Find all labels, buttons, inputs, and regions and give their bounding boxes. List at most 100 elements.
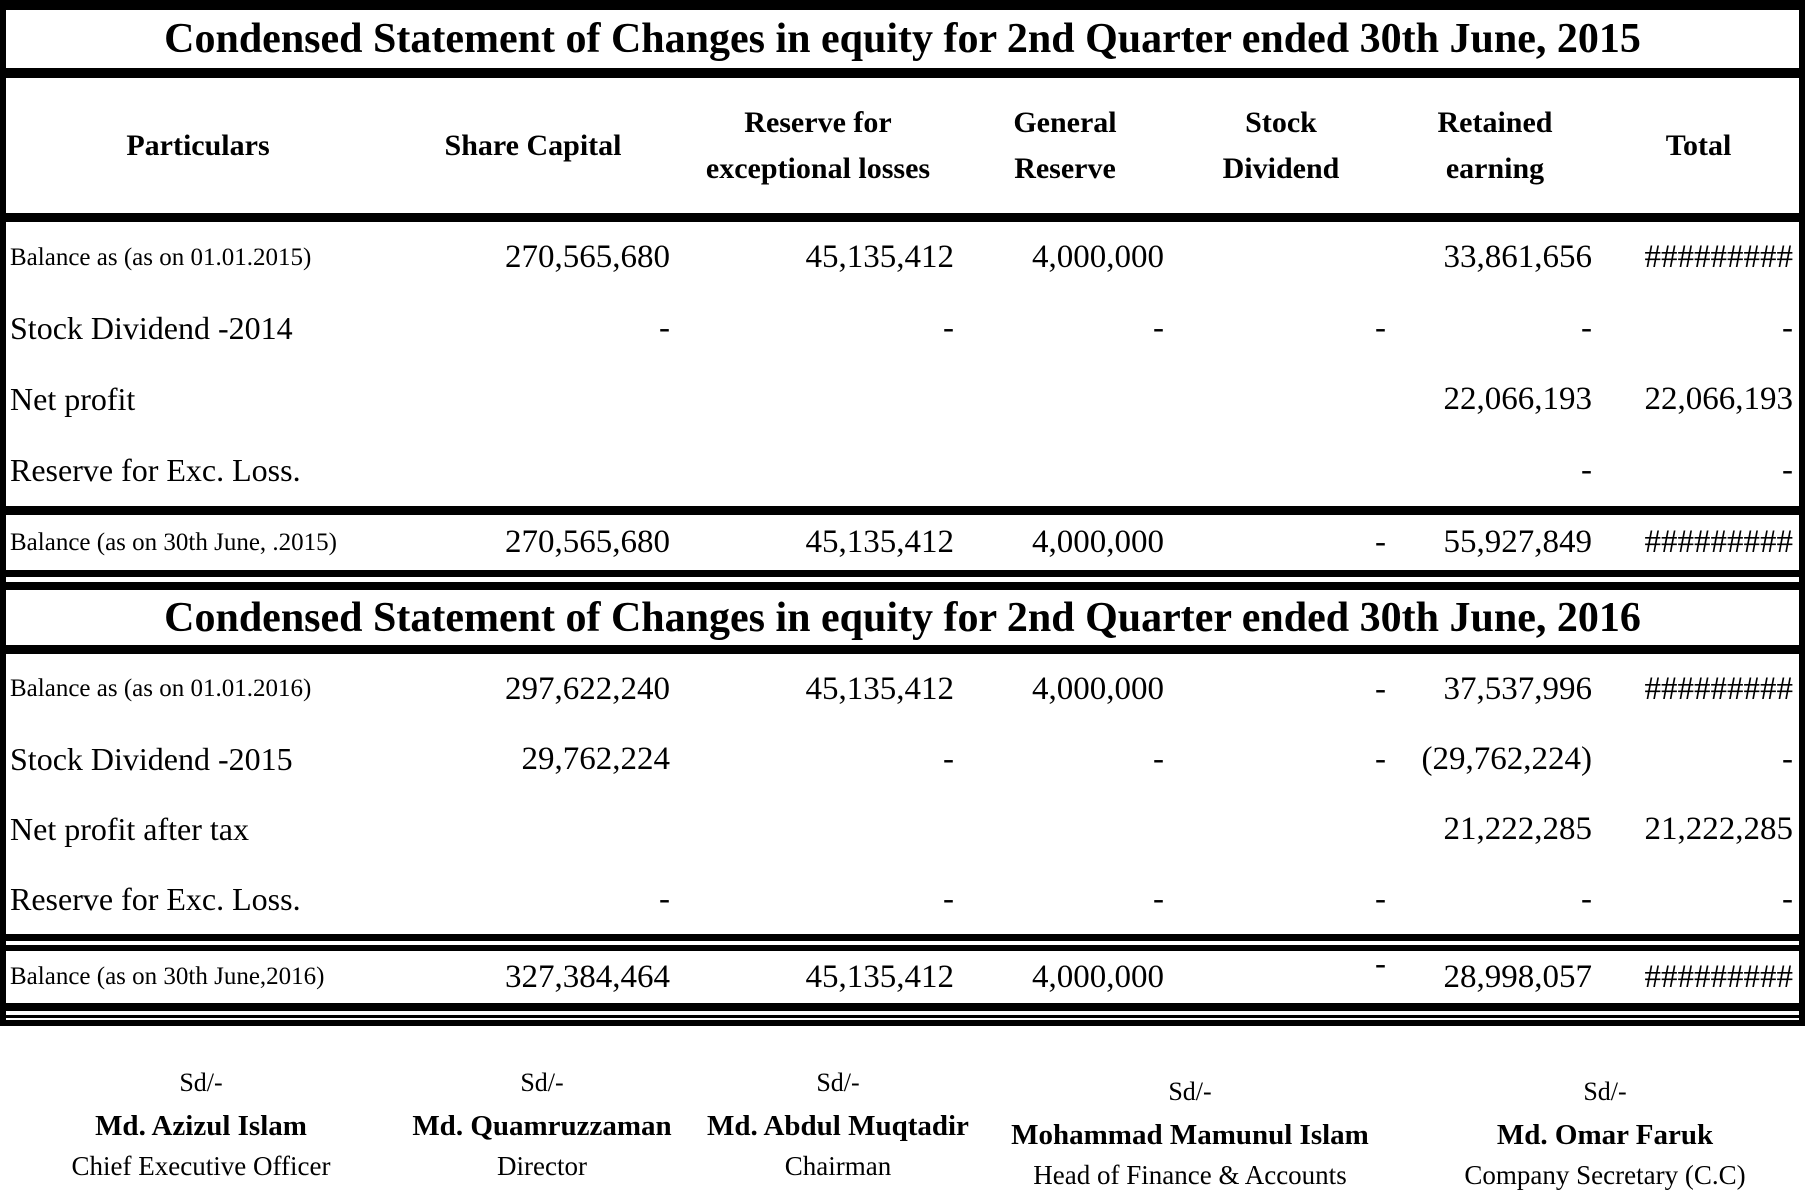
cell-value: - [1782,740,1793,777]
column-header-line: exceptional losses [705,151,931,185]
column-header-line: Share Capital [444,128,622,162]
cell-value: 4,000,000 [1032,239,1164,275]
divider [6,68,1799,78]
cell-value: - [1375,310,1386,346]
row-label: Reserve for Exc. Loss. [10,452,301,488]
divider-gap [6,1011,1799,1015]
table-row: Reserve for Exc. Loss. - - [6,435,1799,506]
cell-general-reserve: - [960,881,1170,918]
cell-retained-earning: 55,927,849 [1392,524,1598,561]
cell-stock-dividend: - [1170,524,1392,561]
statement-table: Condensed Statement of Changes in equity… [0,0,1805,1026]
signature-title: Director [497,1151,587,1181]
row-label: Balance (as on 30th June, .2015) [10,528,338,556]
column-header-line: Reserve for [744,105,892,139]
cell-value: 270,565,680 [505,524,670,560]
divider-gap [6,941,1799,945]
signature-md-abdul-muqtadir: Sd/- Md. Abdul Muqtadir Chairman [608,1068,1068,1182]
cell-value: ######### [1644,670,1794,707]
cell-value: - [1375,880,1386,917]
cell-value: 22,066,193 [1644,381,1794,417]
divider [6,1015,1799,1018]
cell-general-reserve: 4,000,000 [960,239,1170,276]
divider [6,570,1799,577]
divider-gap [6,577,1799,582]
row-label: Net profit [10,381,136,417]
cell-value: ######### [1644,239,1794,275]
cell-value: 21,222,285 [1443,810,1593,847]
cell-general-reserve: 4,000,000 [960,671,1170,708]
cell-reserve-for-exceptional-losses: 45,135,412 [676,524,960,561]
signature-title: Head of Finance & Accounts [1033,1160,1347,1190]
row-label: Stock Dividend -2015 [10,740,293,777]
cell-value: 21,222,285 [1644,810,1794,847]
signature-sd: Sd/- [520,1068,564,1097]
cell-retained-earning: (29,762,224) [1392,741,1598,778]
cell-value: - [943,880,954,917]
cell-value: 22,066,193 [1443,381,1593,417]
cell-value: 29,762,224 [521,740,671,777]
cell-value: 4,000,000 [1032,524,1164,560]
signature-name: Md. Azizul Islam [95,1110,307,1142]
cell-value: - [1581,880,1592,917]
cell-reserve-for-exceptional-losses: - [676,310,960,347]
divider [6,945,1799,951]
row-label: Balance as (as on 01.01.2015) [10,243,312,271]
cell-value: - [943,740,954,777]
cell-general-reserve: - [960,741,1170,778]
section-1-title: Condensed Statement of Changes in equity… [164,16,1641,62]
divider [6,213,1799,222]
signature-block: Sd/- Md. Azizul Islam Chief Executive Offi… [0,1068,1805,1190]
cell-value: - [1782,880,1793,917]
cell-value: 45,135,412 [805,958,955,995]
table-row: Balance as (as on 01.01.2015) 270,565,680… [6,222,1799,293]
cell-retained-earning: 21,222,285 [1392,811,1598,848]
divider [6,934,1799,941]
row-label: Reserve for Exc. Loss. [10,880,301,917]
cell-total: ######### [1598,671,1799,708]
divider [6,0,1799,10]
cell-value: (29,762,224) [1421,740,1592,777]
cell-value: 37,537,996 [1443,670,1593,707]
signature-md-omar-faruk: Sd/- Md. Omar Faruk Company Secretary (C.C… [1375,1077,1805,1190]
signature-sd: Sd/- [179,1068,223,1097]
cell-value: 55,927,849 [1443,524,1593,560]
column-header-line: Stock [1245,105,1317,139]
cell-stock-dividend: - [1170,946,1392,996]
cell-value: - [1153,740,1164,777]
cell-retained-earning: 33,861,656 [1392,239,1598,276]
table-row: Stock Dividend -2015 29,762,224- - - (29,762… [6,724,1799,794]
signature-title: Chairman [784,1151,892,1181]
cell-stock-dividend: - [1170,310,1392,347]
divider [6,1003,1799,1011]
divider [6,1020,1799,1026]
cell-value: - [1153,880,1164,917]
column-header-line: Particulars [126,128,270,162]
column-header-general-reserve: General Reserve [960,78,1170,213]
cell-total: - [1598,310,1799,347]
cell-general-reserve: 4,000,000 [960,959,1170,996]
cell-general-reserve: - [960,310,1170,347]
cell-total: ######### [1598,959,1799,996]
cell-share-capital: - [390,310,676,347]
divider-gap [6,1018,1799,1020]
cell-value: 28,998,057 [1443,958,1593,995]
cell-reserve-for-exceptional-losses: - [676,741,960,778]
table-row: Stock Dividend -2014 - - - - - - [6,293,1799,364]
signature-mohammad-mamunul-islam: Sd/- Mohammad Mamunul Islam Head of Financ… [960,1077,1420,1190]
row-label: Balance (as on 30th June,2016) [10,963,325,990]
cell-value: ######### [1644,958,1794,995]
table-row: Balance as (as on 01.01.2016) 297,622,240… [6,654,1799,724]
table-row: Reserve for Exc. Loss. - - - - - - [6,864,1799,934]
row-label: Stock Dividend -2014 [10,310,293,346]
cell-value: - [1153,310,1164,346]
signature-sd: Sd/- [816,1068,860,1097]
cell-value: - [1375,740,1386,777]
column-header-line: General [1013,105,1117,139]
column-header-line: Total [1665,128,1732,162]
cell-value: - [1581,310,1592,346]
signature-title: Chief Executive Officer [71,1151,331,1181]
cell-value: 45,135,412 [805,239,955,275]
table-header-row: Particulars Share Capital Reserve for excep… [6,78,1799,213]
